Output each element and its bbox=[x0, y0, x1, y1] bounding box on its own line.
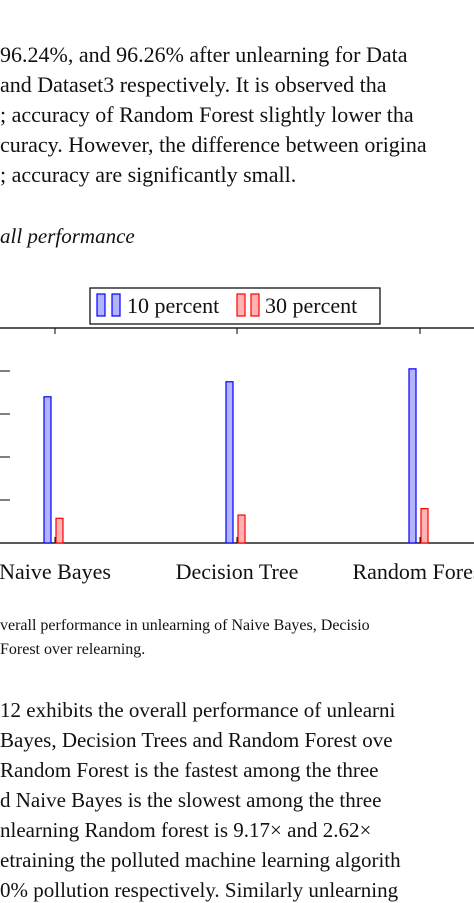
text-line: d Naive Bayes is the slowest among the t… bbox=[0, 788, 382, 812]
bar-series2 bbox=[55, 517, 64, 544]
legend bbox=[89, 287, 381, 325]
legend-label: 10 percent bbox=[127, 293, 219, 318]
text-line: etraining the polluted machine learning … bbox=[0, 848, 401, 872]
legend-swatch bbox=[236, 293, 246, 317]
text-line: curacy. However, the difference between … bbox=[0, 132, 427, 157]
bar-series2 bbox=[420, 508, 429, 544]
bar-series1 bbox=[408, 368, 417, 544]
bar-series1 bbox=[43, 396, 52, 544]
x-tick-label: Decision Tree bbox=[176, 559, 299, 584]
subsection-title: all performance bbox=[0, 224, 135, 248]
bar-series2 bbox=[237, 514, 246, 544]
x-tick-label: Naive Bayes bbox=[0, 559, 111, 584]
text-line: ; accuracy are significantly small. bbox=[0, 162, 297, 187]
text-line: 0% pollution respectively. Similarly unl… bbox=[0, 878, 399, 902]
x-tick-label: Random Forest bbox=[352, 559, 474, 584]
legend-label: 30 percent bbox=[265, 293, 357, 318]
bar-series1 bbox=[225, 381, 234, 544]
text-line: 12 exhibits the overall performance of u… bbox=[0, 698, 396, 722]
caption-line: verall performance in unlearning of Naiv… bbox=[0, 617, 370, 634]
text-line: Bayes, Decision Trees and Random Forest … bbox=[0, 728, 393, 752]
text-line: Random Forest is the fastest among the t… bbox=[0, 758, 379, 782]
legend-swatch bbox=[250, 293, 260, 317]
text-line: and Dataset3 respectively. It is observe… bbox=[0, 72, 387, 97]
text-line: nlearning Random forest is 9.17× and 2.6… bbox=[0, 818, 372, 842]
legend-swatch bbox=[96, 293, 106, 317]
caption-line: Forest over relearning. bbox=[0, 641, 146, 658]
text-line: 96.24%, and 96.26% after unlearning for … bbox=[0, 42, 408, 67]
plot-frame bbox=[0, 327, 474, 544]
legend-swatch bbox=[111, 293, 121, 317]
text-line: ; accuracy of Random Forest slightly low… bbox=[0, 102, 414, 127]
bar-chart: Naive Bayes Decision Tree Random Forest 10 … bbox=[0, 287, 474, 584]
